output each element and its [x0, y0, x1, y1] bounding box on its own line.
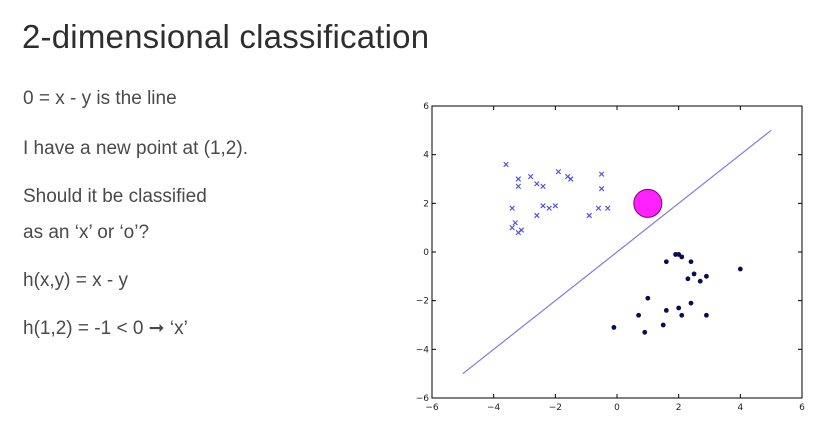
x-class-point: [515, 176, 522, 182]
x-tick-label: −6: [425, 403, 439, 413]
o-class-point: [679, 312, 685, 318]
bullet-text-block: 0 = x - y is the line I have a new point…: [23, 86, 403, 342]
o-class-point: [685, 276, 691, 282]
o-class-point: [704, 312, 709, 318]
x-class-point: [546, 205, 552, 211]
scatter-plot-svg: −6 −4 −2 0 2 4 6 −6 −4 −2 0 2 4 6: [416, 102, 805, 413]
x-class-point: [540, 203, 546, 209]
new-point-text: I have a new point at (1,2).: [23, 138, 248, 159]
x-class-point: [515, 229, 522, 236]
o-class-point: [611, 325, 617, 330]
y-tick-label: −6: [416, 394, 430, 404]
x-class-point: [540, 183, 546, 189]
x-class-point: [534, 181, 540, 187]
o-class-point: [676, 305, 682, 311]
x-class-point: [534, 212, 540, 219]
o-class-point: [704, 273, 709, 279]
x-class-point: [598, 186, 605, 192]
hypothesis-definition-text: h(x,y) = x - y: [23, 270, 129, 291]
slide-title: 2-dimensional classification: [22, 18, 430, 55]
y-tick-label: −2: [416, 297, 429, 307]
x-class-point: [568, 176, 574, 182]
x-tick-label: −2: [549, 403, 562, 413]
o-class-point: [688, 259, 694, 265]
x-tick-label: 4: [737, 403, 743, 413]
x-class-point: [527, 173, 534, 180]
o-class-point: [737, 266, 743, 272]
question-text-line-2: as an ‘x’ or ‘o’?: [23, 222, 150, 243]
o-class-point: [679, 254, 685, 260]
x-class-point: [555, 169, 562, 175]
x-tick-label: 2: [676, 403, 682, 413]
scatter-plot: −6 −4 −2 0 2 4 6 −6 −4 −2 0 2 4 6: [408, 100, 828, 422]
line-equation-text: 0 = x - y is the line: [23, 88, 177, 109]
y-tick-label: 4: [423, 151, 429, 161]
x-tick-label: −4: [487, 403, 501, 413]
new-point-marker: [633, 188, 663, 218]
x-class-point: [512, 220, 518, 226]
o-class-point: [697, 278, 703, 284]
x-tick-label: 6: [799, 403, 805, 413]
decision-boundary-line: [462, 129, 772, 375]
y-tick-label: 0: [423, 248, 429, 258]
x-class-point: [586, 212, 592, 219]
hypothesis-evaluation-text: h(1,2) = -1 < 0 ➞ ‘x’: [23, 318, 188, 339]
o-class-point: [645, 295, 651, 301]
question-text-line-1: Should it be classified: [23, 186, 207, 207]
x-class-point: [503, 161, 509, 168]
o-class-point: [660, 322, 666, 328]
o-class-point: [688, 300, 694, 306]
o-class-point: [663, 308, 669, 313]
x-class-point: [509, 224, 515, 231]
y-tick-label: 6: [423, 102, 429, 112]
y-tick-label: 2: [423, 199, 429, 209]
o-class-point: [663, 259, 669, 265]
o-class-point: [642, 329, 648, 335]
x-class-point: [605, 205, 611, 211]
x-class-point: [595, 205, 602, 211]
x-tick-label: 0: [614, 403, 620, 413]
y-tick-label: −4: [416, 345, 430, 355]
x-class-point: [515, 183, 522, 189]
x-class-point: [509, 205, 515, 211]
x-class-point: [598, 171, 605, 177]
o-class-point: [636, 312, 641, 318]
x-class-point: [552, 203, 559, 209]
o-class-point: [691, 271, 697, 277]
